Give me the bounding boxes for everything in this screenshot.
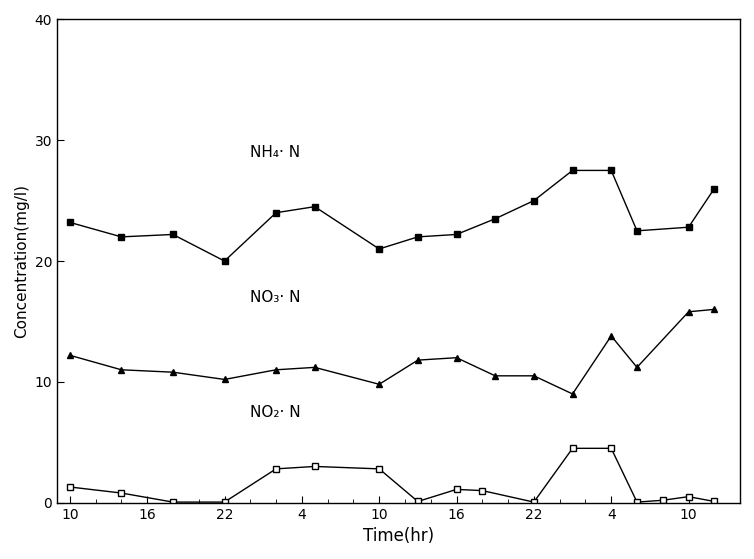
X-axis label: Time(hr): Time(hr) (363, 527, 434, 545)
Y-axis label: Concentration(mg/l): Concentration(mg/l) (14, 184, 29, 338)
Text: NH₄· N: NH₄· N (250, 145, 300, 160)
Text: NO₃· N: NO₃· N (250, 290, 301, 305)
Text: NO₂· N: NO₂· N (250, 405, 301, 420)
